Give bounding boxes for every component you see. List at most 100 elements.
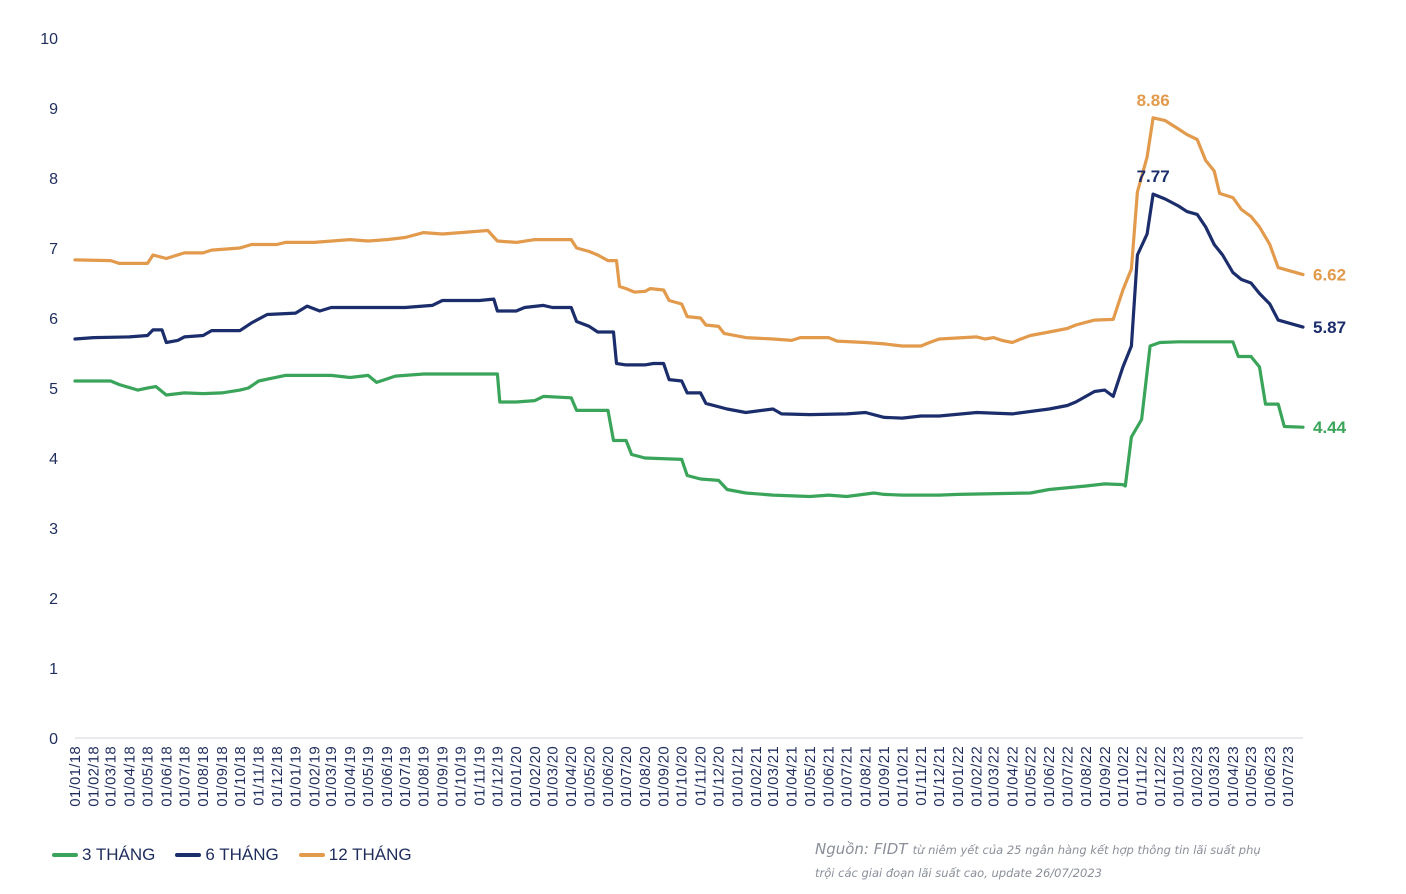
x-tick-label: 01/03/23 bbox=[1206, 746, 1223, 807]
x-tick-label: 01/09/18 bbox=[214, 746, 231, 807]
x-tick-label: 01/06/22 bbox=[1041, 746, 1058, 807]
legend-swatch-6-thang bbox=[175, 853, 202, 857]
x-tick-label: 01/08/19 bbox=[416, 746, 433, 807]
x-tick-label: 01/10/18 bbox=[232, 746, 249, 807]
y-tick-label: 0 bbox=[49, 731, 58, 748]
x-tick-label: 01/01/21 bbox=[729, 746, 746, 807]
peak-annotation: 7.77 bbox=[1137, 167, 1170, 186]
x-tick-label: 01/11/21 bbox=[913, 746, 930, 806]
x-tick-label: 01/06/20 bbox=[600, 746, 617, 807]
x-tick-label: 01/11/20 bbox=[692, 746, 709, 806]
legend: 3 THÁNG 6 THÁNG 12 THÁNG bbox=[52, 845, 412, 865]
y-axis: 0 1 2 3 4 5 6 7 8 9 10 bbox=[40, 31, 58, 748]
x-tick-label: 01/02/23 bbox=[1189, 746, 1206, 807]
legend-label-3-thang: 3 THÁNG bbox=[82, 845, 156, 864]
x-tick-label: 01/07/20 bbox=[618, 746, 635, 807]
x-tick-label: 01/02/18 bbox=[86, 746, 103, 807]
x-tick-label: 01/11/19 bbox=[471, 746, 488, 806]
x-tick-label: 01/04/21 bbox=[784, 746, 801, 807]
x-tick-label: 01/05/20 bbox=[581, 746, 598, 807]
x-tick-label: 01/01/22 bbox=[950, 746, 967, 807]
x-tick-label: 01/03/20 bbox=[544, 746, 561, 807]
x-tick-label: 01/05/22 bbox=[1022, 746, 1039, 807]
x-tick-label: 01/04/23 bbox=[1225, 746, 1242, 807]
x-tick-label: 01/04/19 bbox=[342, 746, 359, 807]
series-line-3-thang bbox=[73, 340, 1305, 499]
y-tick-label: 1 bbox=[49, 661, 58, 678]
legend-swatch-3-thang bbox=[52, 853, 78, 857]
source-detail-2: trội các giai đoạn lãi suất cao, update … bbox=[815, 866, 1102, 880]
x-tick-label: 01/12/18 bbox=[269, 746, 286, 807]
x-tick-label: 01/04/22 bbox=[1004, 746, 1021, 807]
peak-annotation: 8.86 bbox=[1137, 91, 1170, 110]
y-tick-label: 10 bbox=[40, 31, 58, 48]
x-tick-label: 01/03/19 bbox=[323, 746, 340, 807]
y-tick-label: 8 bbox=[49, 171, 58, 188]
end-label: 6.62 bbox=[1313, 266, 1346, 285]
source-note: Nguồn: FIDT từ niêm yết của 25 ngân hàng… bbox=[815, 838, 1355, 884]
x-tick-label: 01/04/18 bbox=[121, 746, 138, 807]
x-tick-label: 01/02/19 bbox=[306, 746, 323, 807]
x-tick-label: 01/03/22 bbox=[986, 746, 1003, 807]
x-tick-label: 01/09/19 bbox=[434, 746, 451, 807]
x-tick-label: 01/08/22 bbox=[1078, 746, 1095, 807]
x-tick-label: 01/10/19 bbox=[453, 746, 470, 807]
y-tick-label: 6 bbox=[49, 311, 58, 328]
x-tick-label: 01/12/20 bbox=[711, 746, 728, 807]
x-tick-label: 01/10/20 bbox=[674, 746, 691, 807]
x-tick-label: 01/07/19 bbox=[397, 746, 414, 807]
x-tick-label: 01/12/19 bbox=[489, 746, 506, 807]
x-tick-label: 01/04/20 bbox=[563, 746, 580, 807]
x-tick-label: 01/07/21 bbox=[839, 746, 856, 807]
x-tick-label: 01/02/20 bbox=[527, 746, 544, 807]
legend-swatch-12-thang bbox=[298, 853, 325, 857]
y-tick-label: 3 bbox=[49, 521, 58, 538]
x-tick-label: 01/05/23 bbox=[1243, 746, 1260, 807]
legend-item-12-thang: 12 THÁNG bbox=[298, 845, 412, 865]
y-tick-label: 7 bbox=[49, 241, 58, 258]
x-tick-label: 01/02/22 bbox=[969, 746, 986, 807]
series-line-12-thang bbox=[73, 116, 1305, 348]
x-tick-label: 01/12/22 bbox=[1152, 746, 1169, 807]
x-tick-label: 01/05/18 bbox=[140, 746, 157, 807]
series-layer bbox=[73, 116, 1305, 499]
x-tick-label: 01/03/18 bbox=[103, 746, 120, 807]
x-tick-label: 01/10/21 bbox=[894, 746, 911, 807]
y-tick-label: 9 bbox=[49, 101, 58, 118]
x-tick-label: 01/01/19 bbox=[288, 746, 305, 807]
x-tick-label: 01/06/23 bbox=[1262, 746, 1279, 807]
x-tick-label: 01/01/18 bbox=[67, 746, 84, 807]
x-tick-label: 01/06/21 bbox=[821, 746, 838, 807]
y-tick-label: 5 bbox=[49, 381, 58, 398]
legend-item-6-thang: 6 THÁNG bbox=[175, 845, 279, 865]
x-tick-label: 01/02/21 bbox=[748, 746, 765, 807]
source-lead: Nguồn: FIDT bbox=[815, 840, 908, 858]
source-line-2: trội các giai đoạn lãi suất cao, update … bbox=[815, 861, 1355, 884]
x-tick-label: 01/09/21 bbox=[876, 746, 893, 807]
x-tick-label: 01/08/20 bbox=[637, 746, 654, 807]
x-tick-label: 01/05/21 bbox=[802, 746, 819, 807]
y-tick-label: 4 bbox=[49, 451, 58, 468]
x-tick-label: 01/07/22 bbox=[1059, 746, 1076, 807]
end-label: 4.44 bbox=[1313, 418, 1347, 437]
x-tick-label: 01/09/22 bbox=[1097, 746, 1114, 807]
x-tick-label: 01/10/22 bbox=[1115, 746, 1132, 807]
label-layer: 4.44 5.87 6.62 8.86 7.77 bbox=[1137, 91, 1347, 437]
x-tick-label: 01/07/23 bbox=[1280, 746, 1297, 807]
x-tick-label: 01/03/21 bbox=[765, 746, 782, 807]
x-tick-label: 01/05/19 bbox=[360, 746, 377, 807]
series-line-6-thang bbox=[73, 192, 1305, 420]
legend-item-3-thang: 3 THÁNG bbox=[52, 845, 155, 865]
source-detail-1: từ niêm yết của 25 ngân hàng kết hợp thô… bbox=[912, 843, 1261, 857]
x-axis: 01/01/18 01/02/18 01/03/18 01/04/18 01/05/18… bbox=[67, 737, 1303, 807]
x-tick-label: 01/01/23 bbox=[1171, 746, 1188, 807]
x-tick-label: 01/11/18 bbox=[251, 746, 268, 806]
legend-label-6-thang: 6 THÁNG bbox=[205, 845, 279, 864]
x-tick-label: 01/01/20 bbox=[508, 746, 525, 807]
legend-label-12-thang: 12 THÁNG bbox=[328, 845, 412, 864]
x-tick-label: 01/11/22 bbox=[1134, 746, 1151, 806]
x-tick-label: 01/12/21 bbox=[931, 746, 948, 807]
source-line-1: Nguồn: FIDT từ niêm yết của 25 ngân hàng… bbox=[815, 838, 1355, 861]
end-label: 5.87 bbox=[1313, 318, 1346, 337]
